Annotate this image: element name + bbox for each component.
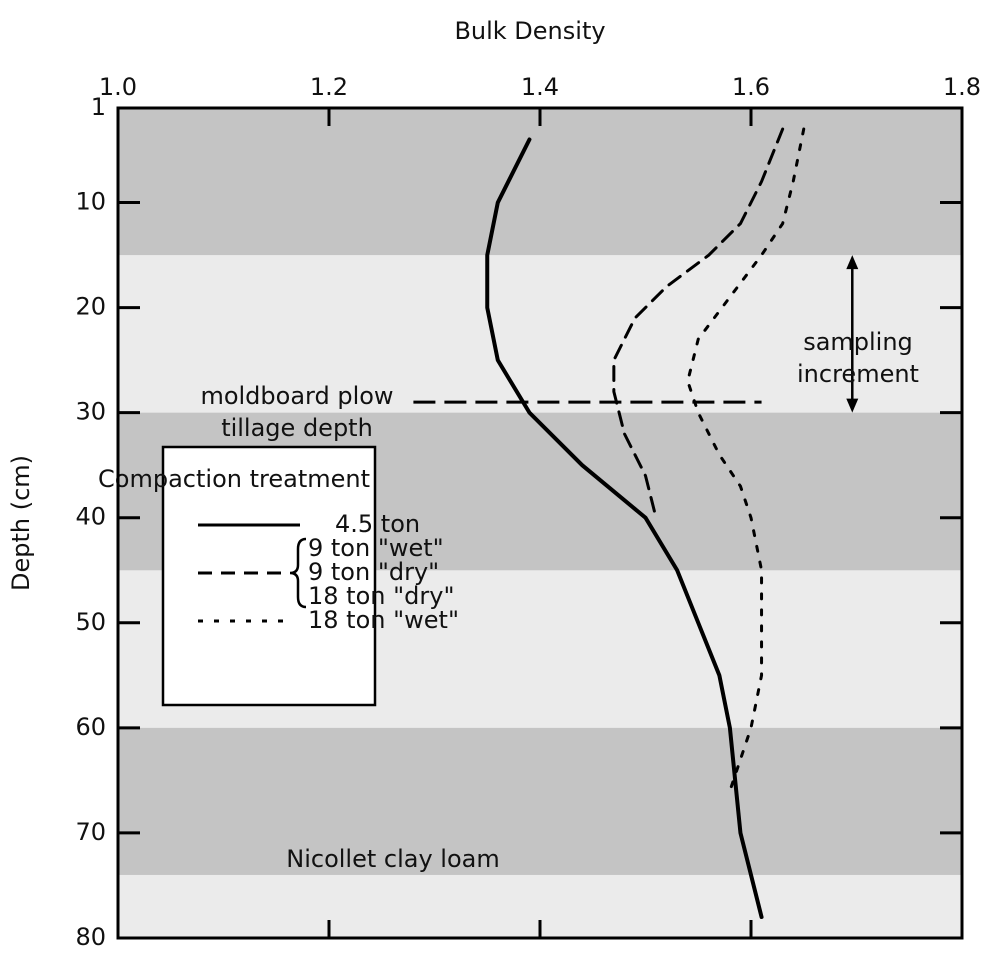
y-tick-label: 20 — [75, 293, 106, 321]
y-tick-label: 60 — [75, 713, 106, 741]
y-tick-label: 10 — [75, 188, 106, 216]
y-tick-label: 30 — [75, 398, 106, 426]
legend-box — [161, 445, 377, 707]
annotation: moldboard plow — [200, 382, 393, 410]
series-line — [485, 137, 764, 919]
x-tick-label: 1.0 — [99, 73, 137, 101]
arrow-head — [846, 398, 859, 413]
y-axis-title: Depth (cm) — [7, 455, 35, 591]
sampling-band — [118, 108, 962, 256]
annotation: tillage depth — [221, 414, 373, 442]
y-tick-label: 40 — [75, 503, 106, 531]
legend-label: 18 ton "wet" — [308, 606, 459, 634]
annotation: Nicollet clay loam — [286, 845, 499, 873]
legend-brace — [289, 537, 307, 609]
series-line — [686, 127, 806, 793]
annotation: sampling — [803, 328, 913, 356]
x-tick-label: 1.2 — [310, 73, 348, 101]
y-tick-label: 50 — [75, 608, 106, 636]
legend-title: Compaction treatment — [98, 465, 370, 493]
sampling-band — [118, 727, 962, 875]
legend-label: 4.5 ton — [335, 510, 420, 538]
x-tick-label: 1.4 — [521, 73, 559, 101]
legend-label: 9 ton "dry" — [308, 558, 439, 586]
x-tick-label: 1.8 — [943, 73, 981, 101]
series-line — [612, 127, 785, 520]
arrow-head — [846, 255, 859, 270]
y-tick-label: 80 — [75, 923, 106, 951]
plot-frame — [116, 106, 964, 940]
x-tick-label: 1.6 — [732, 73, 770, 101]
y-tick-label: 1 — [91, 93, 106, 121]
x-axis-title: Bulk Density — [454, 17, 605, 45]
legend-label: 18 ton "dry" — [308, 582, 454, 610]
legend-label: 9 ton "wet" — [308, 534, 444, 562]
y-tick-label: 70 — [75, 818, 106, 846]
annotation: increment — [797, 360, 919, 388]
